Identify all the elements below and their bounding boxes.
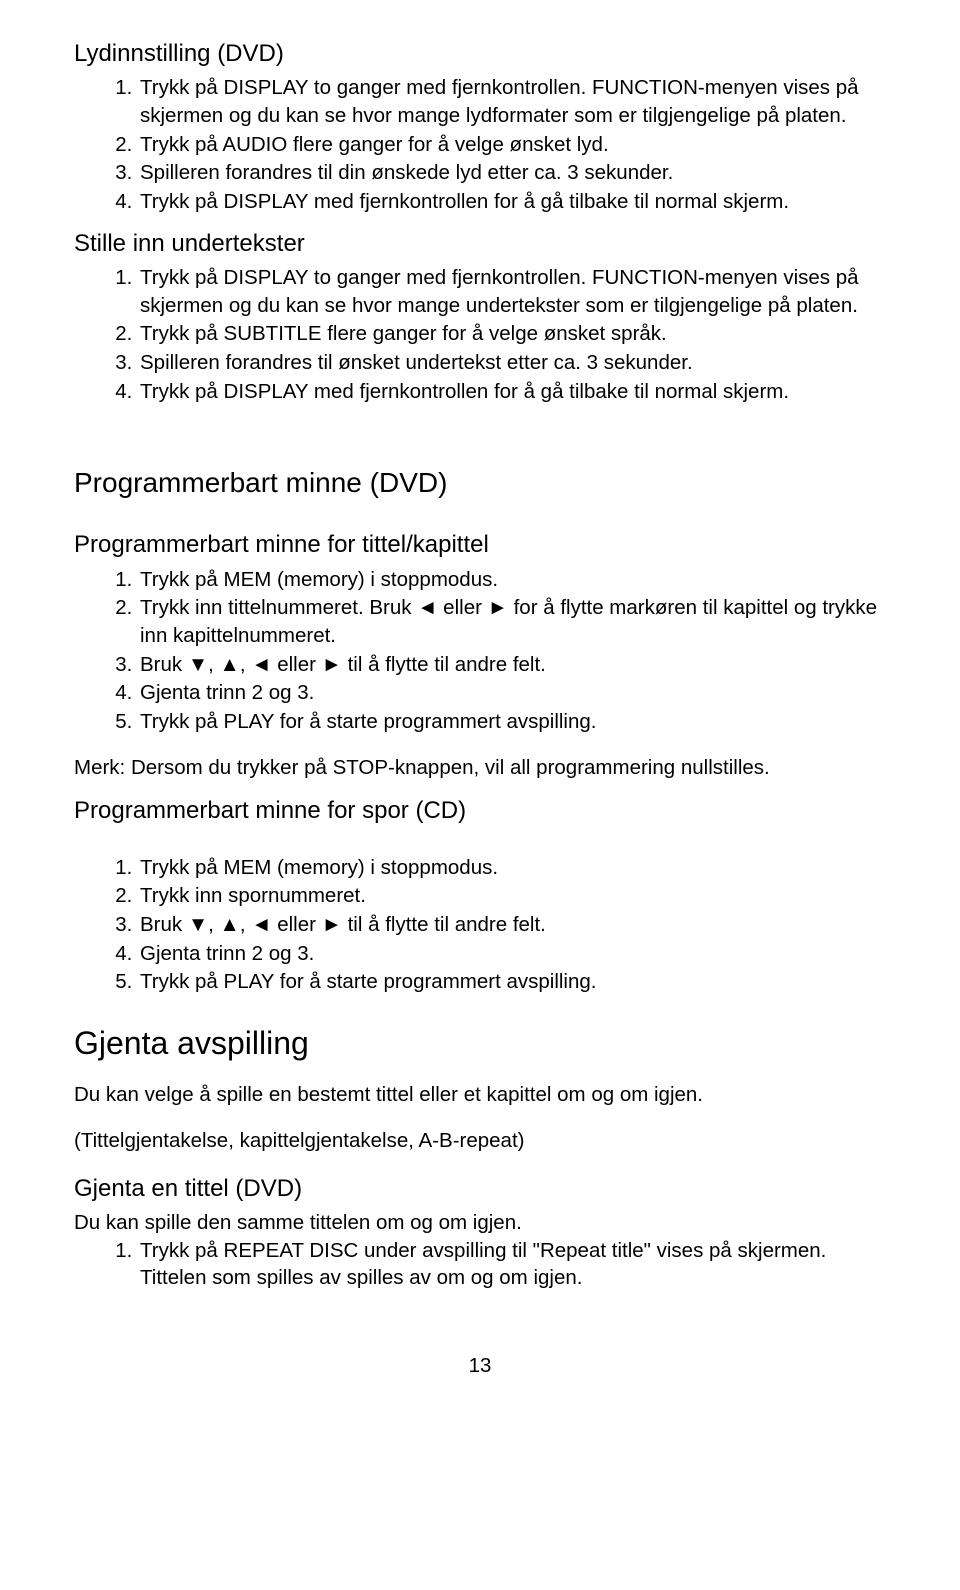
list-lydinnstilling: Trykk på DISPLAY to ganger med fjernkont… [74, 74, 886, 215]
heading-programmerbart-minne: Programmerbart minne (DVD) [74, 464, 886, 502]
heading-lydinnstilling: Lydinnstilling (DVD) [74, 38, 886, 70]
para-gjenta-intro: Du kan velge å spille en bestemt tittel … [74, 1081, 886, 1109]
list-item: Trykk inn tittelnummeret. Bruk ◄ eller ►… [138, 594, 886, 649]
list-item: Trykk på DISPLAY med fjernkontrollen for… [138, 188, 886, 216]
page-number: 13 [74, 1352, 886, 1380]
heading-gjenta-avspilling: Gjenta avspilling [74, 1022, 886, 1065]
para-gjentakelse-typer: (Tittelgjentakelse, kapittelgjentakelse,… [74, 1127, 886, 1155]
note-stop-reset: Merk: Dersom du trykker på STOP-knappen,… [74, 754, 886, 782]
heading-minne-tittel-kapittel: Programmerbart minne for tittel/kapittel [74, 529, 886, 561]
list-item: Trykk på REPEAT DISC under avspilling ti… [138, 1237, 886, 1292]
list-item: Trykk på DISPLAY med fjernkontrollen for… [138, 378, 886, 406]
list-item: Trykk på AUDIO flere ganger for å velge … [138, 131, 886, 159]
heading-undertekster: Stille inn undertekster [74, 228, 886, 260]
list-item: Spilleren forandres til din ønskede lyd … [138, 159, 886, 187]
list-item: Trykk på DISPLAY to ganger med fjernkont… [138, 74, 886, 129]
list-gjenta-tittel: Trykk på REPEAT DISC under avspilling ti… [74, 1237, 886, 1292]
list-item: Trykk på MEM (memory) i stoppmodus. [138, 566, 886, 594]
list-item: Spilleren forandres til ønsket underteks… [138, 349, 886, 377]
list-item: Gjenta trinn 2 og 3. [138, 679, 886, 707]
list-item: Trykk på DISPLAY to ganger med fjernkont… [138, 264, 886, 319]
list-item: Trykk på PLAY for å starte programmert a… [138, 708, 886, 736]
para-gjenta-tittel-intro: Du kan spille den samme tittelen om og o… [74, 1209, 886, 1237]
list-item: Gjenta trinn 2 og 3. [138, 940, 886, 968]
list-item: Trykk på SUBTITLE flere ganger for å vel… [138, 320, 886, 348]
list-minne-tittel: Trykk på MEM (memory) i stoppmodus. Tryk… [74, 566, 886, 736]
list-item: Trykk inn spornummeret. [138, 882, 886, 910]
list-undertekster: Trykk på DISPLAY to ganger med fjernkont… [74, 264, 886, 405]
list-item: Bruk ▼, ▲, ◄ eller ► til å flytte til an… [138, 651, 886, 679]
heading-gjenta-tittel: Gjenta en tittel (DVD) [74, 1173, 886, 1205]
list-item: Trykk på PLAY for å starte programmert a… [138, 968, 886, 996]
list-item: Bruk ▼, ▲, ◄ eller ► til å flytte til an… [138, 911, 886, 939]
heading-minne-spor-cd: Programmerbart minne for spor (CD) [74, 795, 886, 827]
list-item: Trykk på MEM (memory) i stoppmodus. [138, 854, 886, 882]
list-minne-spor: Trykk på MEM (memory) i stoppmodus. Tryk… [74, 854, 886, 996]
